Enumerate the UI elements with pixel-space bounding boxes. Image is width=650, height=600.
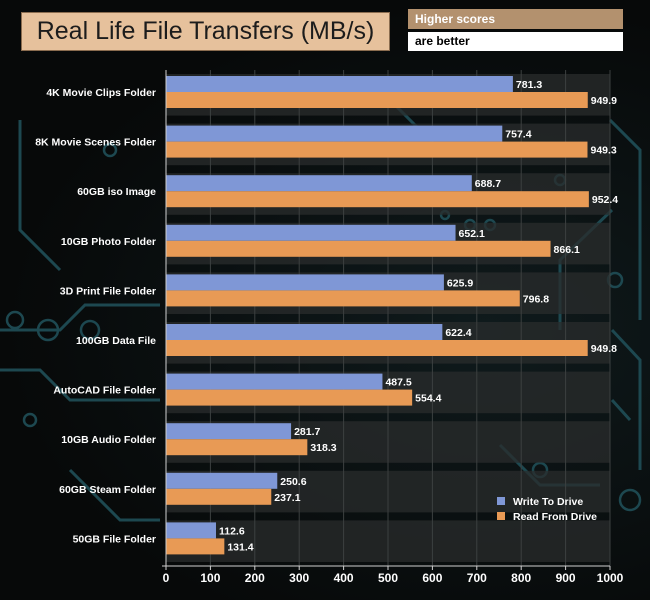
x-tick-label: 700 bbox=[467, 571, 487, 585]
data-label: 949.3 bbox=[590, 145, 616, 157]
bar bbox=[166, 92, 588, 108]
data-label: 487.5 bbox=[385, 377, 411, 389]
legend-swatch bbox=[497, 497, 505, 505]
x-tick-label: 0 bbox=[163, 571, 170, 585]
bar bbox=[166, 175, 472, 192]
legend-label: Read From Drive bbox=[513, 511, 597, 523]
circuit-node-2 bbox=[79, 319, 101, 341]
category-label: 60GB Steam Folder bbox=[59, 484, 156, 496]
data-label: 949.9 bbox=[591, 95, 617, 107]
data-label: 625.9 bbox=[447, 277, 473, 289]
category-label: 10GB Photo Folder bbox=[61, 236, 156, 248]
bar bbox=[166, 324, 443, 340]
bar bbox=[166, 423, 292, 440]
circuit-node-0 bbox=[5, 310, 25, 330]
circuit-line-1 bbox=[0, 368, 160, 402]
bar bbox=[166, 290, 520, 307]
bar bbox=[166, 125, 503, 142]
circuit-node-7 bbox=[618, 488, 642, 512]
category-label: 8K Movie Scenes Folder bbox=[35, 137, 156, 149]
bar bbox=[166, 472, 278, 489]
data-label: 781.3 bbox=[516, 79, 542, 91]
circuit-line-5 bbox=[610, 328, 642, 470]
category-label: 10GB Audio Folder bbox=[61, 434, 156, 446]
bar bbox=[166, 76, 513, 92]
bar bbox=[166, 224, 456, 241]
category-label: 3D Print File Folder bbox=[60, 285, 156, 297]
data-label: 757.4 bbox=[505, 129, 531, 141]
circuit-node-10 bbox=[102, 142, 118, 158]
data-label: 866.1 bbox=[554, 244, 580, 256]
data-label: 554.4 bbox=[415, 393, 441, 405]
circuit-line-0 bbox=[0, 303, 160, 332]
data-label: 281.7 bbox=[294, 426, 320, 438]
data-label: 952.4 bbox=[592, 194, 618, 206]
circuit-node-1 bbox=[36, 318, 60, 342]
data-label: 237.1 bbox=[274, 492, 300, 504]
x-tick-label: 800 bbox=[511, 571, 531, 585]
x-tick-label: 1000 bbox=[597, 571, 624, 585]
legend-swatch bbox=[497, 512, 505, 520]
bar bbox=[166, 538, 225, 555]
data-label: 688.7 bbox=[475, 178, 501, 190]
x-tick-label: 900 bbox=[556, 571, 576, 585]
x-tick-label: 200 bbox=[245, 571, 265, 585]
x-tick-label: 600 bbox=[422, 571, 442, 585]
bar bbox=[166, 373, 383, 390]
data-label: 622.4 bbox=[445, 327, 471, 339]
data-label: 250.6 bbox=[280, 476, 306, 488]
bar bbox=[166, 340, 588, 356]
bar bbox=[166, 274, 444, 291]
category-label: 60GB iso Image bbox=[77, 186, 156, 198]
category-label: AutoCAD File Folder bbox=[53, 385, 156, 397]
x-tick-label: 100 bbox=[200, 571, 220, 585]
category-label: 100GB Data File bbox=[76, 335, 156, 347]
bar bbox=[166, 191, 589, 208]
bar bbox=[166, 240, 551, 257]
chart-title: Real Life File Transfers (MB/s) bbox=[21, 12, 390, 51]
data-label: 112.6 bbox=[219, 525, 245, 537]
hint-higher-scores: Higher scores bbox=[408, 9, 623, 29]
bar bbox=[166, 141, 588, 158]
x-tick-label: 500 bbox=[378, 571, 398, 585]
circuit-node-3 bbox=[22, 412, 38, 428]
circuit-line-9 bbox=[68, 468, 160, 522]
category-label: 50GB File Folder bbox=[73, 533, 156, 545]
legend-label: Write To Drive bbox=[513, 496, 583, 508]
data-label: 949.8 bbox=[591, 343, 617, 355]
data-label: 796.8 bbox=[523, 293, 549, 305]
category-label: 4K Movie Clips Folder bbox=[46, 87, 156, 99]
bar bbox=[166, 522, 216, 539]
hint-are-better: are better bbox=[408, 32, 623, 51]
x-tick-label: 400 bbox=[334, 571, 354, 585]
bar bbox=[166, 439, 308, 456]
circuit-line-8 bbox=[610, 398, 632, 422]
bar bbox=[166, 389, 413, 406]
x-tick-label: 300 bbox=[289, 571, 309, 585]
circuit-line-2 bbox=[18, 120, 62, 272]
data-label: 131.4 bbox=[227, 541, 253, 553]
circuit-line-3 bbox=[608, 118, 642, 320]
data-label: 652.1 bbox=[459, 228, 485, 240]
bar bbox=[166, 488, 272, 505]
data-label: 318.3 bbox=[310, 442, 336, 454]
